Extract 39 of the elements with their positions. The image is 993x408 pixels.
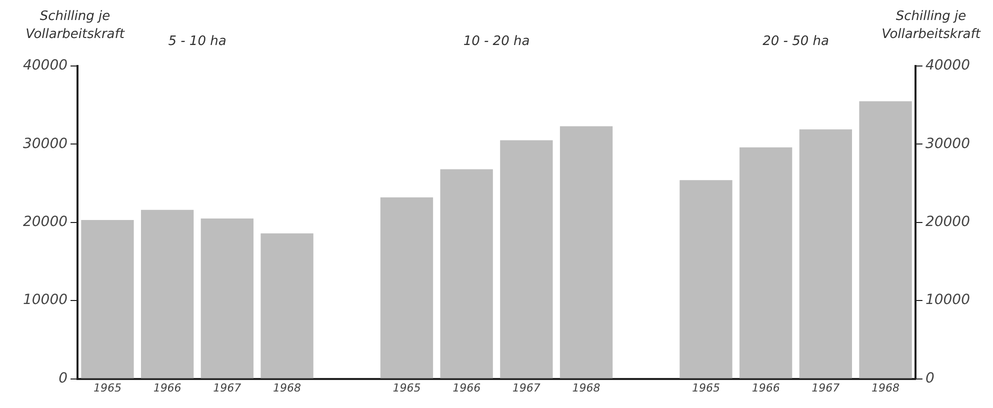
x-tick-label: 1968 <box>273 381 302 394</box>
x-tick-label: 1965 <box>392 381 421 394</box>
bar <box>260 233 314 378</box>
text: 20 - 50 ha <box>762 34 829 49</box>
text: 10 - 20 ha <box>463 34 530 49</box>
bar <box>799 129 852 378</box>
bar <box>500 140 553 378</box>
y-axis-title: Schilling je Vollarbeitskraft <box>26 9 126 42</box>
text: 5 - 10 ha <box>168 34 226 49</box>
bar <box>380 197 434 378</box>
y2-axis-title: Schilling je Vollarbeitskraft <box>882 9 982 42</box>
y-tick-label: 30000 <box>22 136 68 152</box>
x-tick-label: 1965 <box>93 381 122 394</box>
y-tick-label: 20000 <box>22 214 68 230</box>
bar <box>859 101 912 378</box>
bar <box>200 218 254 378</box>
x-tick-label: 1966 <box>452 381 481 394</box>
bar <box>81 220 134 378</box>
bar <box>740 147 792 378</box>
y-tick-label: 40000 <box>22 58 68 74</box>
x-tick-label: 1968 <box>872 381 900 394</box>
y2-tick-label: 20000 <box>925 214 970 230</box>
x-tick-label: 1967 <box>213 381 242 394</box>
x-tick-label: 1966 <box>752 381 780 394</box>
bar <box>560 126 613 378</box>
y2-tick-label: 10000 <box>925 292 970 308</box>
y-tick-label: 0 <box>58 370 68 386</box>
bar <box>140 210 194 378</box>
x-tick-label: 1967 <box>512 381 540 394</box>
y-tick-label: 10000 <box>22 292 68 308</box>
bar <box>680 180 732 378</box>
x-tick-label: 1966 <box>153 381 182 394</box>
x-tick-label: 1968 <box>572 381 600 394</box>
x-tick-label: 1965 <box>692 381 720 394</box>
bar <box>440 169 493 378</box>
y2-tick-label: 30000 <box>925 136 970 152</box>
y2-tick-label: 0 <box>925 370 934 386</box>
x-tick-label: 1967 <box>812 381 840 394</box>
y2-tick-label: 40000 <box>925 58 970 74</box>
